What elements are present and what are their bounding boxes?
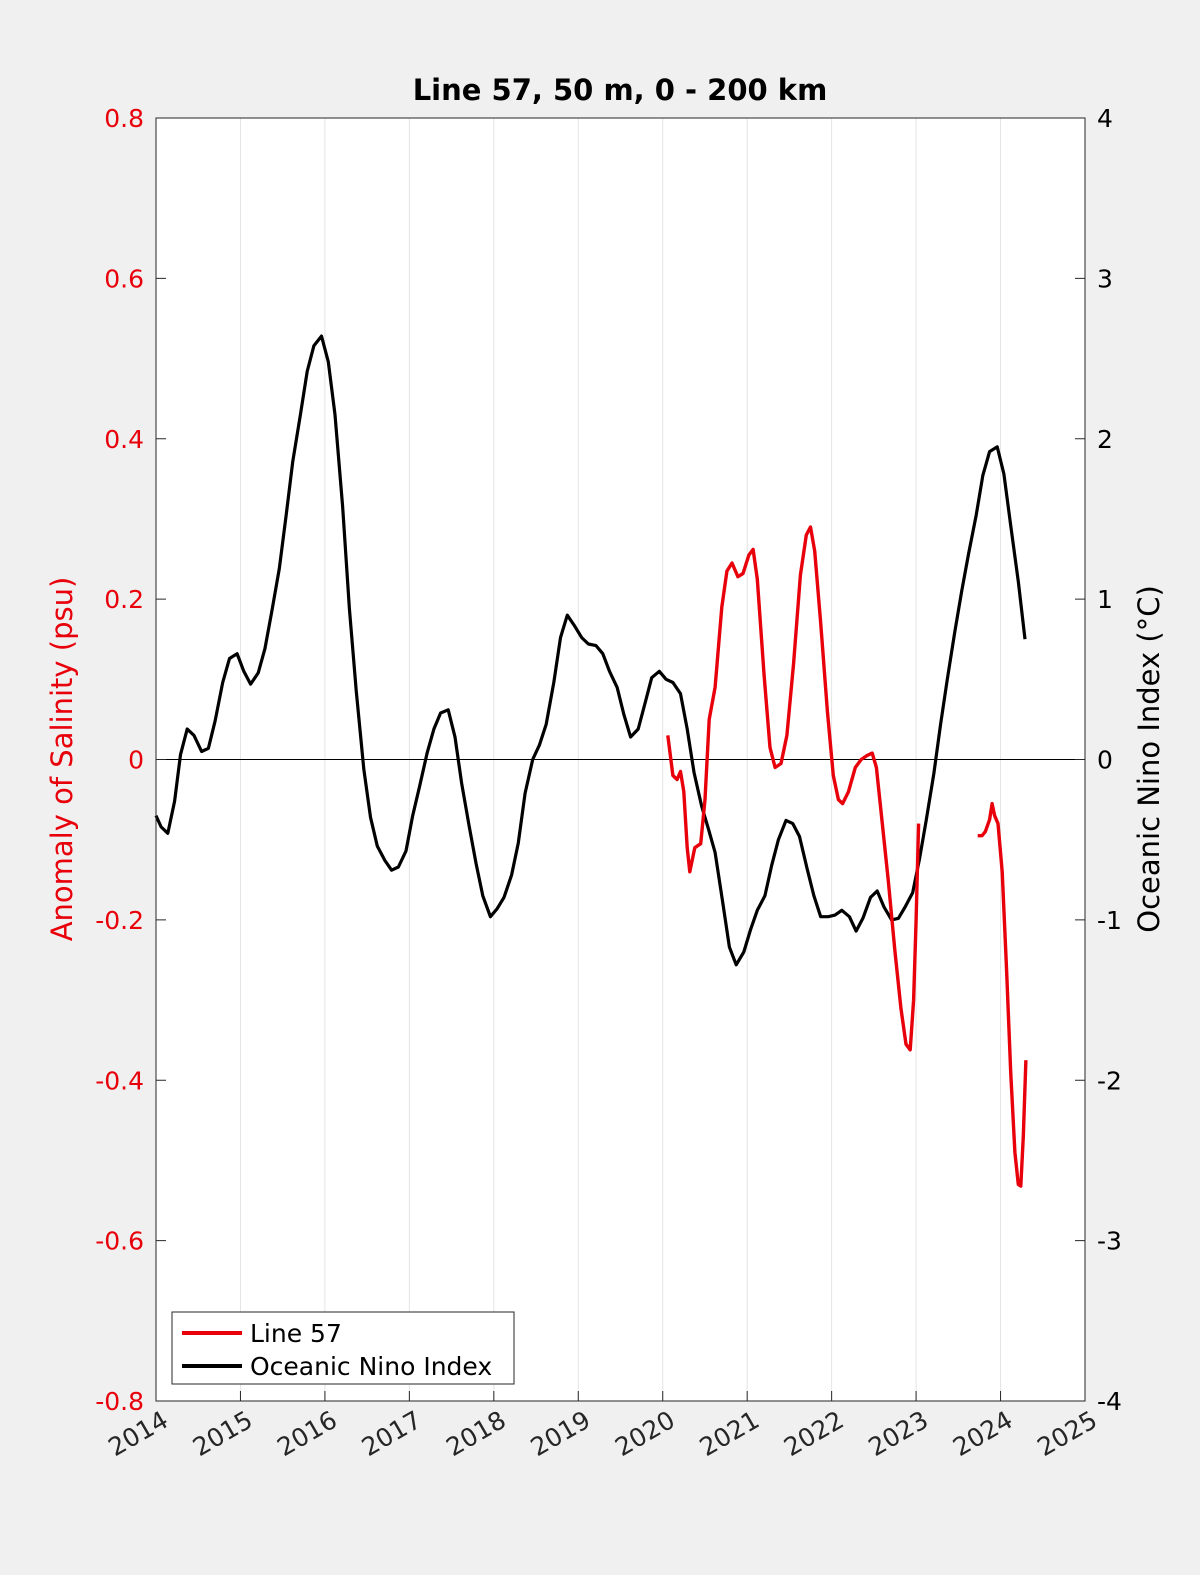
- y-left-tick-label: -0.8: [95, 1387, 144, 1416]
- y-left-tick-label: 0.6: [104, 264, 144, 293]
- legend-label-line57: Line 57: [250, 1319, 342, 1348]
- y-right-tick-label: -3: [1097, 1227, 1122, 1256]
- y-right-tick-label: -1: [1097, 906, 1122, 935]
- series-line-line57-segment-1: [666, 525, 921, 1052]
- series-layer: [154, 334, 1028, 1188]
- y-right-tick-label: 2: [1097, 425, 1113, 454]
- legend: Line 57 Oceanic Nino Index: [171, 1311, 515, 1385]
- y-left-tick-label: 0.4: [104, 425, 144, 454]
- y-right-tick-label: 3: [1097, 264, 1113, 293]
- y-right-tick-label: 1: [1097, 585, 1113, 614]
- y-right-tick-label: 0: [1097, 746, 1113, 775]
- y-right-tick-label: -2: [1097, 1066, 1122, 1095]
- y-right-tick-label: 4: [1097, 104, 1113, 133]
- y-left-tick-label: -0.4: [95, 1066, 144, 1095]
- series-line-oceanic-nino-index: [154, 334, 1027, 967]
- y-left-tick-label: -0.6: [95, 1227, 144, 1256]
- y-right-tick-label: -4: [1097, 1387, 1122, 1416]
- y-left-tick-label: 0.8: [104, 104, 144, 133]
- legend-box: [171, 1311, 515, 1385]
- chart-title: Line 57, 50 m, 0 - 200 km: [413, 73, 828, 107]
- legend-label-oni: Oceanic Nino Index: [250, 1352, 492, 1381]
- y-left-tick-label: 0.2: [104, 585, 144, 614]
- y-axis-right-label: Oceanic Nino Index (°C): [1132, 585, 1166, 933]
- y-left-tick-label: -0.2: [95, 906, 144, 935]
- y-axis-left-label: Anomaly of Salinity (psu): [45, 577, 79, 942]
- y-left-tick-label: 0: [128, 746, 144, 775]
- series-line-line57-segment-2: [977, 801, 1028, 1188]
